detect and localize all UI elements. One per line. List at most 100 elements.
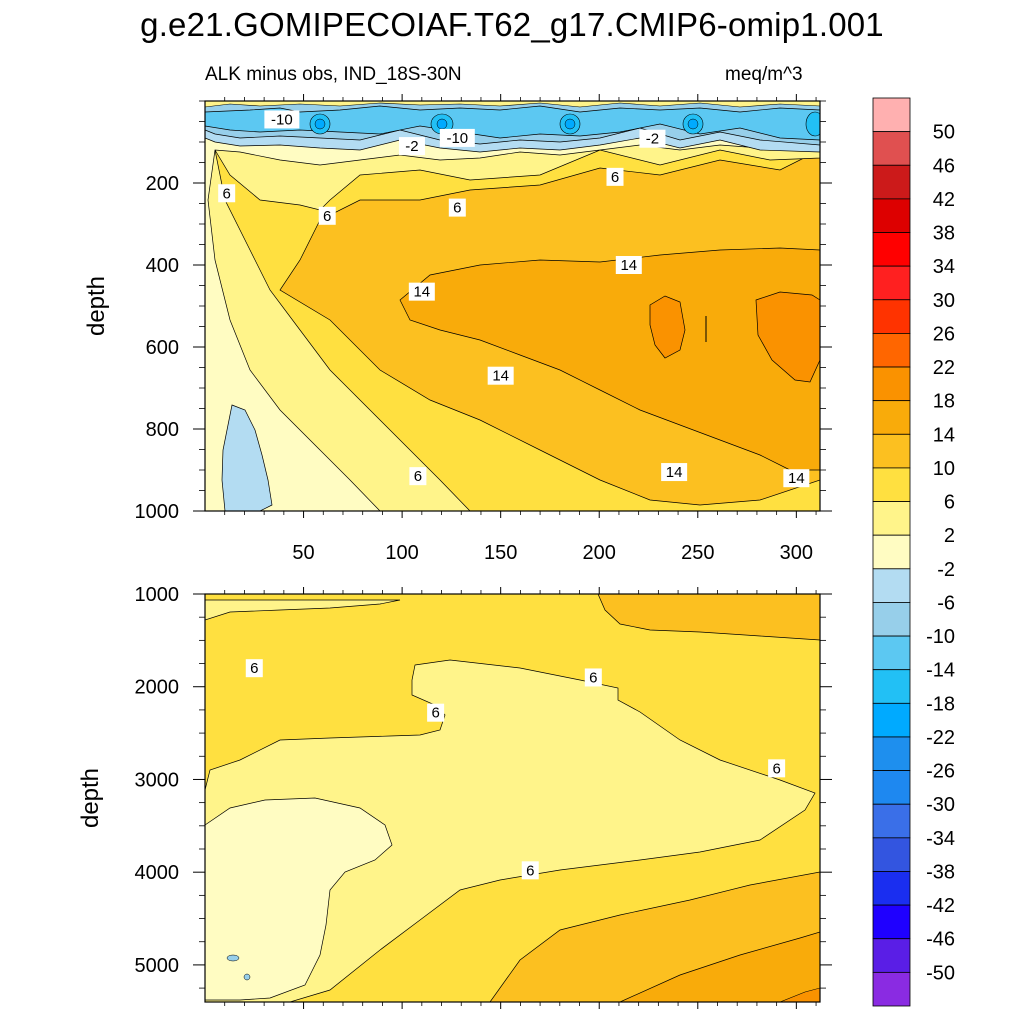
colorbar-label: -30 [926, 794, 955, 816]
contour-label: 14 [666, 464, 683, 481]
upper-panel-fill [205, 101, 820, 511]
y-tick-label: 400 [146, 255, 179, 277]
colorbar-label: 34 [933, 256, 955, 278]
contour-label-bg [521, 861, 539, 880]
contour-label-bg [218, 184, 236, 203]
colorbar-label: 46 [933, 155, 955, 177]
colorbar-box [872, 97, 911, 133]
colorbar-label: -18 [926, 693, 955, 715]
colorbar-box [872, 265, 911, 301]
contour-label: 6 [453, 200, 461, 217]
contour-label: 14 [413, 284, 430, 301]
colorbar-box [872, 467, 911, 502]
contour-label-bg [661, 463, 688, 482]
contour-label-bg [409, 467, 427, 486]
colorbar-label: -6 [937, 592, 955, 614]
core-neg18-e [805, 111, 820, 137]
colorbar-box [872, 669, 911, 704]
y-tick-label: 1000 [135, 501, 180, 523]
colorbar-box [872, 736, 911, 771]
lower-frame [204, 593, 821, 1003]
contour-label: 14 [492, 368, 509, 385]
contour-label-bg [639, 129, 666, 148]
colorbar-label: -42 [926, 895, 955, 917]
y-tick-label: 1000 [135, 584, 180, 606]
core-neg22-b [436, 118, 448, 130]
contour-label: 6 [611, 169, 619, 186]
colorbar-label: -50 [926, 962, 955, 984]
colorbar-box [872, 198, 911, 233]
lower-panel-axes: 1000 2000 3000 4000 5000 depth 6 6 6 6 6 [77, 584, 832, 1009]
colorbar-box [872, 938, 911, 973]
contour-label-bg [768, 759, 786, 778]
colorbar-label: -34 [926, 828, 955, 850]
contour-label-bg [427, 703, 445, 722]
colorbar-box [872, 568, 911, 603]
contour-label: 6 [589, 669, 597, 686]
colorbar-label: -14 [926, 660, 955, 682]
y-tick-label: 2000 [135, 677, 180, 699]
contour-label: -10 [446, 130, 468, 147]
colorbar-box [872, 534, 911, 570]
x-tick-label: 200 [583, 542, 616, 564]
units-label: meq/m^3 [725, 64, 803, 85]
colorbar-box [872, 299, 911, 334]
fill-band-neg2-2-lower [205, 797, 393, 1001]
x-tick-label: 150 [484, 542, 517, 564]
fill-band-18-22-lower [779, 987, 820, 1002]
colorbar-box [872, 164, 911, 200]
x-tick-label: 50 [292, 542, 314, 564]
colorbar-box [872, 131, 911, 166]
colorbar-label: -22 [926, 727, 955, 749]
colorbar-label: 42 [933, 189, 955, 211]
lower-y-ticks: 1000 2000 3000 4000 5000 [135, 584, 832, 989]
colorbar-label: 14 [933, 424, 955, 446]
colorbar-label: 38 [933, 223, 955, 245]
colorbar-box [872, 971, 911, 1007]
fill-band-2-6 [205, 101, 820, 511]
contour-label-bg [584, 668, 602, 687]
core-neg22-a [314, 118, 326, 130]
colorbar-label: -10 [926, 626, 955, 648]
x-tick-label: 100 [385, 542, 418, 564]
colorbar-label: 2 [944, 525, 955, 547]
y-tick-label: 200 [146, 173, 179, 195]
contour-label-bg [615, 256, 642, 274]
colorbar-box [872, 635, 911, 671]
contour-label: 6 [223, 185, 231, 202]
colorbar-label: 22 [933, 357, 955, 379]
fill-band-neg6-neg2-deep [221, 404, 273, 511]
colorbar-label: 10 [933, 458, 955, 480]
contour-label: 14 [788, 470, 805, 487]
figure-title: g.e21.GOMIPECOIAF.T62_g17.CMIP6-omip1.00… [140, 6, 884, 43]
small-neg-patch-b [243, 973, 251, 981]
contour-label-bg [783, 469, 810, 488]
colorbar-box [872, 770, 911, 805]
variable-subtitle: ALK minus obs, IND_18S-30N [205, 64, 462, 85]
colorbar-label: -46 [926, 929, 955, 951]
colorbar-box [872, 837, 911, 872]
contour-label: -10 [271, 111, 293, 128]
lower-y-axis-label: depth [77, 768, 104, 828]
contour-label: -2 [405, 138, 418, 155]
colorbar-label: -38 [926, 861, 955, 883]
colorbar-box [872, 333, 911, 368]
colorbar-label: 18 [933, 391, 955, 413]
contour-label: 6 [323, 208, 331, 225]
y-tick-label: 800 [146, 419, 179, 441]
upper-contour-labels: -10 -10 -2 -2 6 6 6 6 14 14 14 14 14 6 [218, 110, 810, 488]
upper-panel-axes: 50 100 150 200 250 300 200 400 600 800 1000 depth… [83, 94, 832, 564]
y-tick-label: 5000 [135, 955, 180, 977]
upper-y-axis-label: depth [83, 276, 110, 336]
colorbar-box [872, 871, 911, 906]
fill-band-14-18 [399, 247, 820, 471]
lower-panel-fill [205, 594, 820, 1002]
contour-label: 6 [414, 468, 422, 485]
core-neg22-c [564, 118, 576, 130]
contour-label-bg [245, 659, 263, 678]
colorbar-box [872, 366, 911, 402]
upper-x-ticks: 50 100 150 200 250 300 [224, 94, 817, 564]
contour-label-bg [264, 110, 300, 129]
fill-band-surface-2-6 [205, 101, 820, 108]
